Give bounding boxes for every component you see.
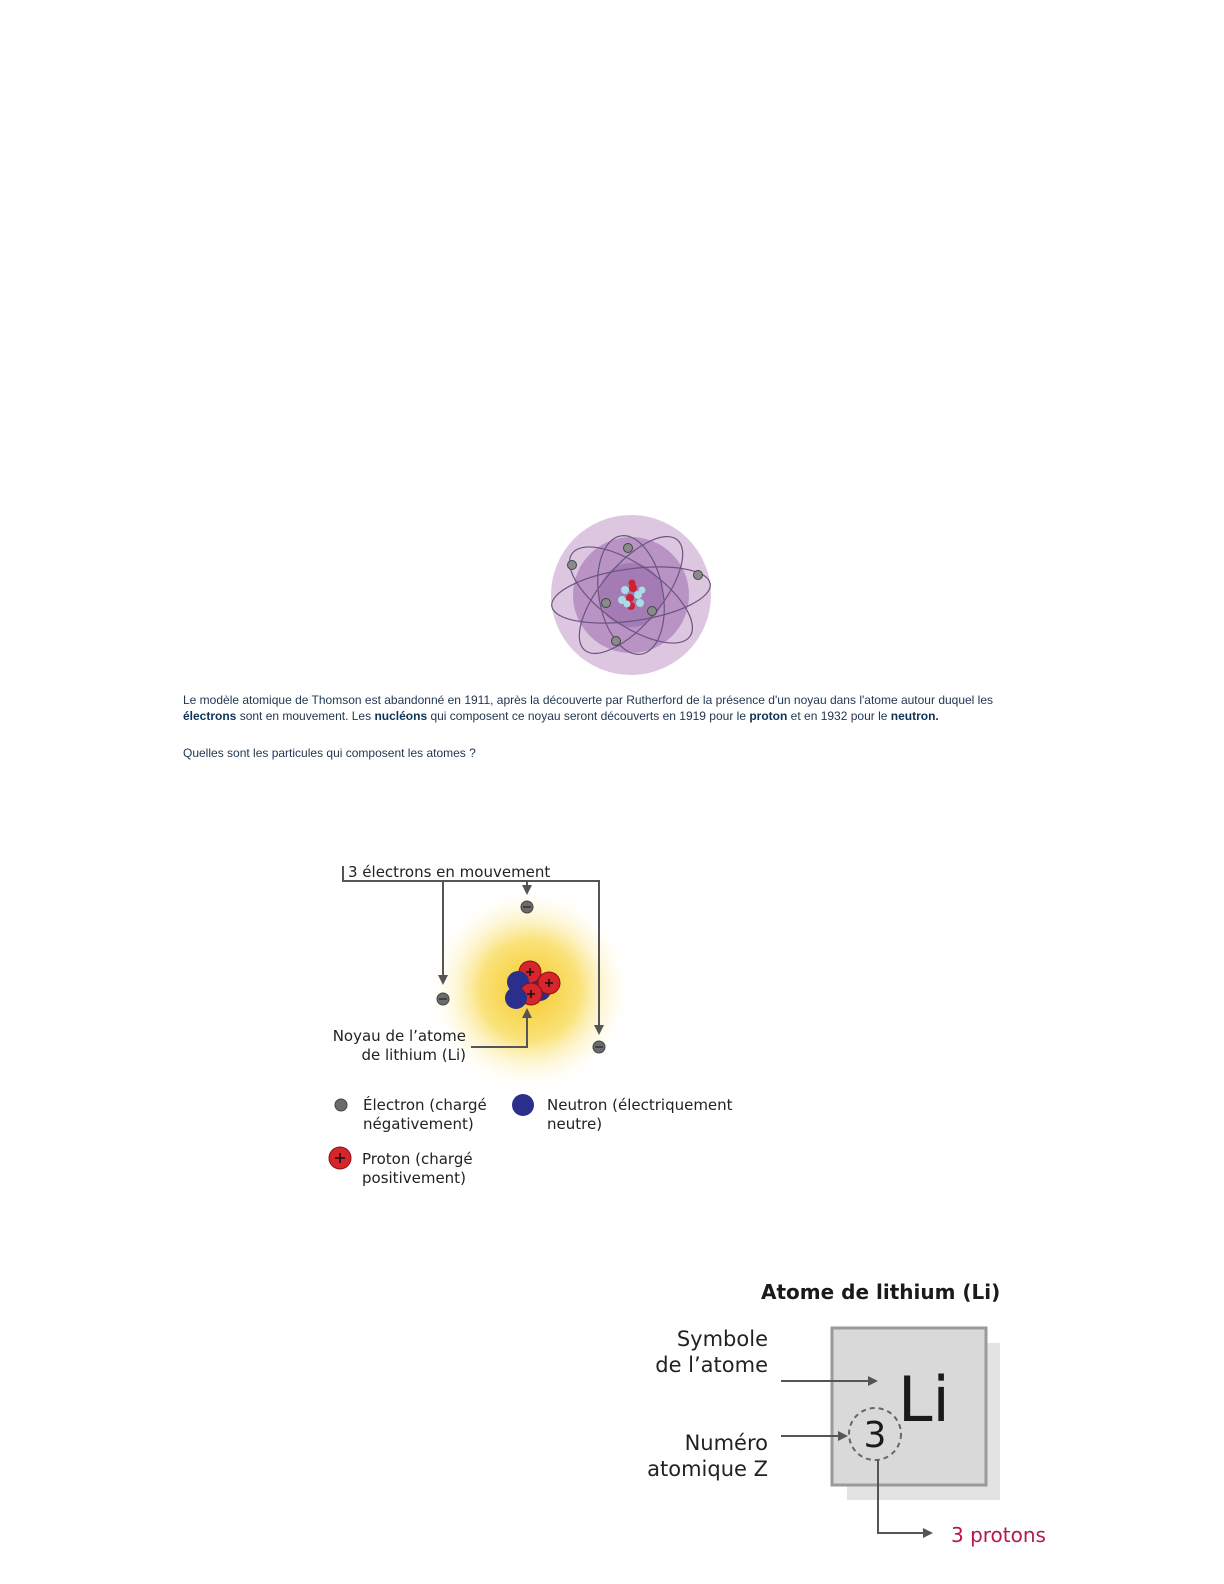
legend-electron-icon [334,1098,348,1112]
element-card-title: Atome de lithium (Li) [761,1280,1000,1304]
term-electrons: électrons [183,709,237,723]
question: Quelles sont les particules qui composen… [183,746,476,760]
nucleus [618,579,646,610]
symbol-label-line1: Symbole [677,1327,768,1351]
legend-electron-line1: Électron (chargé [363,1095,487,1114]
electrons-label: 3 électrons en mouvement [348,863,550,881]
term-neutron: neutron. [890,709,939,723]
protons-label: 3 protons [951,1523,1046,1547]
legend-proton-line2: positivement) [362,1169,466,1187]
term-proton: proton [749,709,788,723]
legend-proton-line1: Proton (chargé [362,1150,473,1168]
z-label-line2: atomique Z [647,1457,768,1481]
element-card [830,1326,988,1487]
electron-minus-signs [439,906,603,1048]
electron-pointer-lines [342,866,604,1048]
card-pointer-lines [781,1376,933,1538]
symbol-label-line2: de l’atome [655,1353,768,1377]
electrons [567,543,703,646]
atomic-number: 3 [864,1415,887,1456]
legend-neutron-line2: neutre) [547,1115,602,1133]
legend-neutron-icon [512,1094,534,1116]
atomic-number-circle [848,1407,902,1461]
nucleus-label-line2: de lithium (Li) [361,1046,466,1064]
legend-proton-icon [328,1146,352,1170]
nucleus-label-line1: Noyau de l’atome [333,1027,466,1045]
intro-paragraph: Le modèle atomique de Thomson est abando… [183,692,1063,724]
term-nucleons: nucléons [374,709,428,723]
legend-neutron-line1: Neutron (électriquement [547,1096,733,1114]
intro-text: qui composent ce noyau seront découverts… [427,709,750,723]
intro-text: sont en mouvement. Les [236,709,375,723]
element-symbol: Li [898,1363,950,1436]
intro-line1: Le modèle atomique de Thomson est abando… [183,693,994,707]
lithium-nucleus [505,960,561,1009]
z-label-line1: Numéro [685,1431,768,1455]
legend-electron-line2: négativement) [363,1115,474,1133]
intro-text: et en 1932 pour le [787,709,891,723]
